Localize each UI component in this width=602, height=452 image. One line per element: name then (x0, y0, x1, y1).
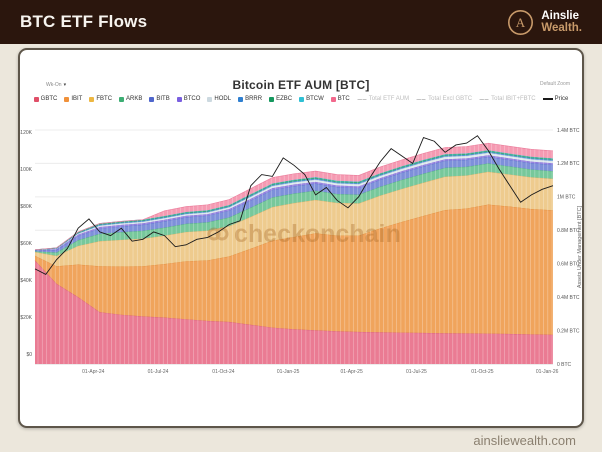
legend-swatch (299, 96, 305, 102)
svg-text:01-Apr-25: 01-Apr-25 (341, 369, 363, 375)
right-axis-title: Assets Under Management [BTC] (577, 205, 583, 288)
svg-text:01-Jul-24: 01-Jul-24 (148, 369, 169, 375)
legend-label: EZBC (276, 96, 293, 102)
svg-text:01-Oct-24: 01-Oct-24 (212, 369, 234, 375)
svg-text:$120K: $120K (20, 130, 33, 136)
axis-ticks: $120K $100K $80K $60K $40K $20K $0 1.4M BTC 1.2M… (20, 128, 583, 375)
legend-swatch (33, 96, 39, 102)
svg-text:0.2M BTC: 0.2M BTC (557, 328, 580, 334)
chart-plot-area[interactable]: checkonchain $120K $100K $80K $60K $40K $20K $0… (20, 108, 586, 428)
page-title: BTC ETF Flows (20, 12, 148, 31)
legend-swatch (149, 96, 155, 102)
brand-logo: A Ainslie Wealth. (507, 9, 582, 36)
brand-name-bottom: Wealth. (541, 22, 582, 34)
legend-label: Total ETF AUM (368, 96, 410, 102)
legend-swatch (330, 96, 336, 102)
legend-label: Price (554, 96, 569, 102)
legend-label: BTCO (183, 96, 201, 102)
chevron-down-icon: ▾ (63, 82, 67, 88)
svg-text:0.6M BTC: 0.6M BTC (557, 262, 580, 268)
legend-item-fbtc[interactable]: FBTC (89, 96, 112, 102)
chart-card: Wk-On ▾ Default Zoom Bitcoin ETF AUM [BT… (18, 48, 584, 428)
svg-text:01-Jan-26: 01-Jan-26 (536, 369, 559, 375)
legend-line-marker (416, 98, 427, 100)
timeframe-dropdown-label: Wk-On (46, 82, 62, 88)
legend-line-marker (542, 98, 553, 100)
area-gbtc (35, 260, 553, 364)
legend-item-brrr[interactable]: BRRR (238, 96, 262, 102)
default-zoom-button[interactable]: Default Zoom (539, 81, 570, 87)
legend-label: FBTC (96, 96, 113, 102)
legend-label: BTC (337, 96, 350, 102)
watermark-text: checkonchain (234, 220, 401, 248)
legend-swatch (238, 96, 244, 102)
svg-text:$40K: $40K (20, 278, 32, 284)
stacked-areas (34, 142, 554, 364)
legend-label: BTCW (306, 96, 324, 102)
svg-text:$80K: $80K (20, 204, 32, 210)
svg-text:0.4M BTC: 0.4M BTC (557, 295, 580, 301)
svg-text:A: A (516, 15, 526, 30)
brand-name: Ainslie Wealth. (541, 10, 582, 35)
chart-legend: GBTC IBIT FBTC ARKB BITB BTCO HODL BRRR EZBC BTCW… (20, 96, 582, 102)
legend-item-btco[interactable]: BTCO (176, 96, 201, 102)
legend-label: ARKB (126, 96, 143, 102)
legend-item-total-ibit-fbtc[interactable]: Total IBIT+FBTC (479, 96, 536, 102)
timeframe-dropdown[interactable]: Wk-On ▾ (46, 82, 66, 88)
legend-swatch (207, 96, 213, 102)
watermark: checkonchain (207, 220, 401, 248)
brand-name-top: Ainslie (541, 9, 580, 22)
legend-swatch (119, 96, 125, 102)
legend-item-btcw[interactable]: BTCW (299, 96, 324, 102)
legend-item-bitb[interactable]: BITB (149, 96, 170, 102)
legend-line-marker (479, 98, 490, 100)
svg-text:1.4M BTC: 1.4M BTC (557, 128, 580, 134)
legend-item-gbtc[interactable]: GBTC (33, 96, 58, 102)
svg-text:01-Jul-25: 01-Jul-25 (406, 369, 427, 375)
legend-item-ezbc[interactable]: EZBC (269, 96, 292, 102)
area-arkb (35, 163, 553, 256)
legend-swatch (176, 96, 182, 102)
svg-text:0 BTC: 0 BTC (557, 362, 572, 368)
svg-text:1.2M BTC: 1.2M BTC (557, 161, 580, 167)
price-line (34, 135, 554, 276)
svg-text:1M BTC: 1M BTC (557, 195, 576, 201)
legend-item-btc[interactable]: BTC (330, 96, 350, 102)
ainslie-logo-icon: A (508, 9, 534, 35)
legend-item-total-excl-gbtc[interactable]: Total Excl GBTC (416, 96, 472, 102)
area-fbtc (35, 171, 553, 267)
svg-text:$100K: $100K (20, 167, 33, 173)
legend-label: Total IBIT+FBTC (491, 96, 536, 102)
svg-text:$60K: $60K (20, 241, 32, 247)
legend-label: GBTC (40, 96, 58, 102)
legend-line-marker (356, 98, 367, 100)
svg-text:$0: $0 (26, 352, 32, 358)
legend-label: BRRR (245, 96, 263, 102)
legend-label: Total Excl GBTC (428, 96, 473, 102)
svg-text:0.8M BTC: 0.8M BTC (557, 228, 580, 234)
footer-site: ainsliewealth.com (473, 432, 576, 448)
svg-text:01-Jan-25: 01-Jan-25 (277, 369, 300, 375)
footer: ainsliewealth.com (0, 428, 602, 452)
legend-label: BITB (156, 96, 170, 102)
legend-swatch (89, 96, 95, 102)
legend-label: HODL (214, 96, 232, 102)
legend-swatch (64, 96, 70, 102)
legend-item-ibit[interactable]: IBIT (64, 96, 82, 102)
legend-item-arkb[interactable]: ARKB (119, 96, 142, 102)
legend-swatch (269, 96, 275, 102)
svg-text:01-Oct-25: 01-Oct-25 (471, 369, 493, 375)
legend-item-price[interactable]: Price (542, 96, 569, 102)
area-ibit (35, 204, 553, 335)
svg-text:01-Apr-24: 01-Apr-24 (82, 369, 104, 375)
legend-item-total-etf-aum[interactable]: Total ETF AUM (356, 96, 410, 102)
legend-item-hodl[interactable]: HODL (207, 96, 231, 102)
legend-label: IBIT (71, 96, 83, 102)
header: BTC ETF Flows A Ainslie Wealth. (0, 0, 602, 44)
svg-text:$20K: $20K (20, 315, 32, 321)
chart-title: Bitcoin ETF AUM [BTC] (232, 78, 370, 92)
